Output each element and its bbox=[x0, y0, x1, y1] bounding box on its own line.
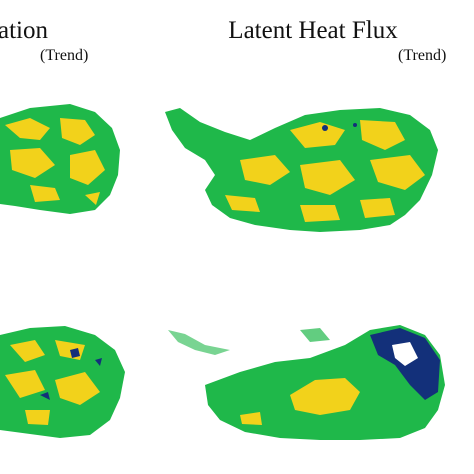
panel-subtitle: (Trend) bbox=[398, 47, 446, 64]
map-bottom-right bbox=[168, 325, 445, 440]
map-top-right bbox=[165, 108, 438, 232]
panel-subtitle: (Trend) bbox=[40, 47, 88, 64]
panel-title: ation bbox=[0, 17, 48, 44]
map-bottom-left bbox=[0, 326, 125, 438]
panel-title: Latent Heat Flux bbox=[228, 17, 398, 44]
map-top-left bbox=[0, 104, 120, 214]
